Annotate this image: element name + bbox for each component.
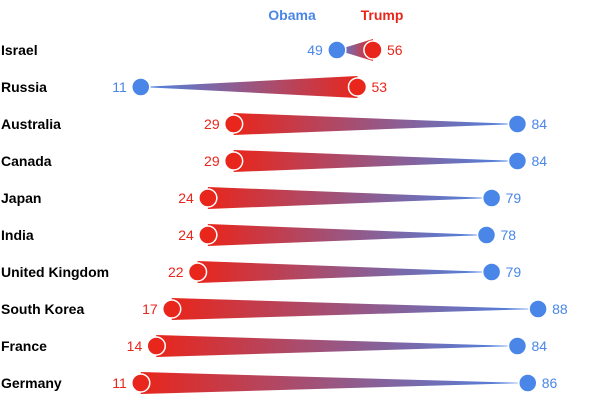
rows: Israel 49 56 Russia 11 53 Australia 84 29 Canada 8…	[1, 39, 568, 394]
category-label-france: France	[1, 338, 47, 354]
wedge-canada	[233, 150, 518, 172]
value-label-obama-france: 84	[531, 338, 547, 354]
value-label-obama-united-kingdom: 79	[506, 264, 522, 280]
wedge-south-korea	[171, 298, 539, 320]
dot-trump-japan	[198, 188, 218, 208]
dot-obama-germany	[518, 373, 538, 393]
dot-trump-russia	[347, 77, 368, 97]
row-india: India 78 24	[1, 224, 516, 246]
dot-trump-australia	[223, 114, 244, 134]
wedge-india	[207, 224, 487, 246]
dot-trump-israel	[363, 40, 383, 60]
value-label-trump-israel: 56	[387, 42, 403, 58]
wedge-france	[156, 335, 518, 357]
wedge-israel	[336, 39, 373, 61]
value-label-obama-india: 78	[500, 227, 516, 243]
row-japan: Japan 79 24	[1, 187, 521, 209]
value-label-trump-australia: 29	[204, 116, 220, 132]
dot-obama-india	[476, 225, 497, 245]
dot-obama-canada	[507, 151, 528, 171]
value-label-trump-france: 14	[127, 338, 143, 354]
category-label-russia: Russia	[1, 79, 47, 95]
category-label-united-kingdom: United Kingdom	[1, 264, 109, 280]
value-label-trump-united-kingdom: 22	[168, 264, 184, 280]
value-label-obama-germany: 86	[542, 375, 558, 391]
dot-obama-russia	[131, 77, 151, 97]
value-label-obama-australia: 84	[531, 116, 547, 132]
value-label-trump-japan: 24	[178, 190, 194, 206]
value-label-trump-india: 24	[178, 227, 194, 243]
category-label-canada: Canada	[1, 153, 52, 169]
wedge-united-kingdom	[197, 261, 492, 283]
category-label-germany: Germany	[1, 375, 62, 391]
category-label-india: India	[1, 227, 34, 243]
dot-obama-south-korea	[528, 299, 548, 319]
value-label-obama-russia: 11	[112, 79, 127, 95]
row-israel: Israel 49 56	[1, 39, 403, 61]
wedge-australia	[233, 113, 518, 135]
value-label-obama-japan: 79	[506, 190, 522, 206]
row-france: France 84 14	[1, 335, 547, 357]
value-label-trump-germany: 11	[112, 375, 127, 391]
dot-obama-france	[507, 336, 528, 356]
dot-obama-israel	[327, 40, 347, 60]
row-south-korea: South Korea 88 17	[1, 298, 568, 320]
category-label-japan: Japan	[1, 190, 41, 206]
row-germany: Germany 86 11	[1, 372, 558, 394]
dot-trump-canada	[223, 151, 244, 171]
dot-trump-south-korea	[161, 299, 182, 319]
value-label-trump-russia: 53	[371, 79, 387, 95]
category-label-south-korea: South Korea	[1, 301, 84, 317]
category-label-israel: Israel	[1, 42, 38, 58]
value-label-trump-south-korea: 17	[142, 301, 158, 317]
value-label-trump-canada: 29	[204, 153, 220, 169]
wedge-japan	[207, 187, 492, 209]
value-label-obama-israel: 49	[307, 42, 323, 58]
legend-item-obama: Obama	[268, 7, 316, 23]
row-united-kingdom: United Kingdom 79 22	[1, 261, 521, 283]
row-australia: Australia 84 29	[1, 113, 547, 135]
row-canada: Canada 84 29	[1, 150, 547, 172]
dot-obama-japan	[481, 188, 502, 208]
wedge-germany	[140, 372, 528, 394]
value-label-obama-south-korea: 88	[552, 301, 568, 317]
dot-obama-united-kingdom	[481, 262, 502, 282]
wedge-russia	[140, 76, 358, 98]
dot-trump-france	[146, 336, 166, 356]
dot-trump-germany	[131, 373, 151, 393]
category-label-australia: Australia	[1, 116, 61, 132]
dot-trump-india	[198, 225, 218, 245]
legend: Obama Trump	[268, 7, 403, 23]
row-russia: Russia 11 53	[1, 76, 387, 98]
value-label-obama-canada: 84	[531, 153, 547, 169]
dot-trump-united-kingdom	[187, 262, 208, 282]
dot-obama-australia	[507, 114, 528, 134]
legend-item-trump: Trump	[361, 7, 404, 23]
